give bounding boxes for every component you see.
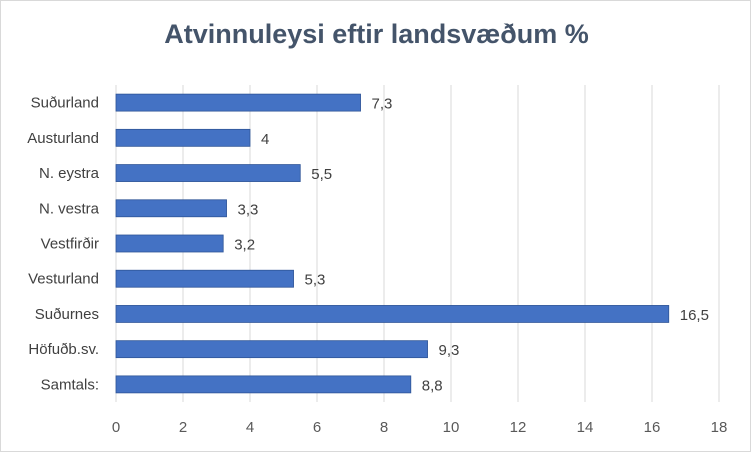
category-label: Suðurnes [35,306,99,323]
bar [115,164,301,182]
x-tick-label: 10 [443,419,460,436]
data-label: 16,5 [680,307,709,324]
bar [115,199,227,218]
category-label: Höfuðb.sv. [28,341,99,358]
data-label: 3,2 [234,237,255,254]
bar [115,305,670,323]
chart-title: Atvinnuleysi eftir landsvæðum % [164,19,589,49]
x-tick-label: 18 [711,419,728,436]
bar [115,234,224,253]
category-label: N. eystra [39,165,100,182]
data-label: 3,3 [238,201,259,218]
x-tick-label: 14 [577,419,594,436]
category-label: Austurland [27,130,99,147]
x-tick-label: 6 [313,419,321,436]
x-tick-label: 12 [510,419,527,436]
category-label: N. vestra [39,200,100,217]
data-label: 5,3 [305,272,326,289]
x-tick-label: 2 [179,419,187,436]
bar [115,375,412,394]
data-label: 4 [261,131,269,148]
data-label: 7,3 [372,96,393,113]
bar [115,269,294,288]
x-tick-label: 0 [112,419,120,436]
category-label: Vestfirðir [41,236,99,253]
x-tick-label: 4 [246,419,254,436]
x-tick-label: 16 [644,419,661,436]
data-label: 5,5 [311,166,332,183]
category-label: Samtals: [41,376,99,393]
data-label: 8,8 [422,377,443,394]
bar [115,128,251,147]
category-label: Suðurland [31,95,99,112]
category-label: Vesturland [28,271,99,288]
data-label: 9,3 [439,342,460,359]
bar [115,340,428,359]
x-tick-label: 8 [380,419,388,436]
bar [115,93,361,112]
